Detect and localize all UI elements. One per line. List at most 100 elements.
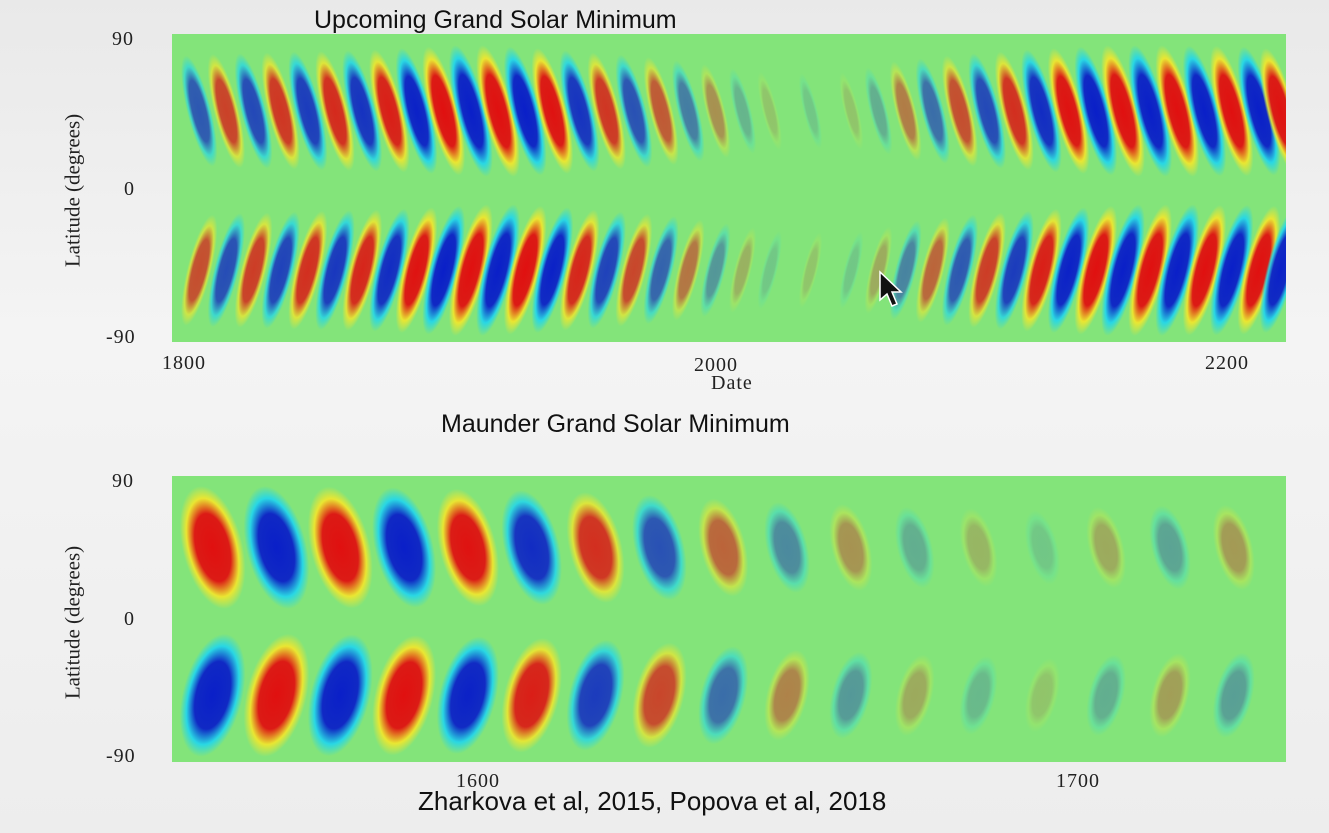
top-band-north-9: [422, 46, 466, 176]
heatmap-svg-bottom: [179, 486, 1255, 757]
bottom-band-north-5: [501, 490, 562, 605]
top-band-north-28: [968, 53, 1007, 169]
bottom-band-south-1: [243, 633, 310, 757]
bottom-band-south-11: [894, 654, 935, 736]
top-band-north-27: [941, 55, 979, 167]
y-tick-bottom-minus90: -90: [106, 745, 136, 767]
x-tick-bottom-1700: 1700: [1056, 770, 1100, 792]
bottom-band-south-4: [436, 636, 500, 754]
top-band-south-35: [1155, 204, 1200, 336]
y-axis-label-top: Latitude (degrees): [60, 113, 85, 268]
top-band-south-28: [968, 212, 1007, 328]
bottom-band-south-13: [1024, 658, 1060, 733]
top-band-south-4: [288, 210, 328, 330]
y-tick-top-minus90: -90: [106, 326, 136, 348]
top-band-south-34: [1128, 204, 1173, 336]
top-band-north-5: [315, 51, 355, 171]
top-band-north-10: [448, 45, 493, 177]
top-band-north-30: [1021, 49, 1062, 173]
bottom-band-north-13: [1024, 510, 1060, 585]
top-band-south-14: [559, 209, 600, 331]
bottom-band-south-15: [1149, 653, 1191, 738]
top-band-north-17: [643, 57, 679, 165]
top-band-south-36: [1182, 204, 1227, 336]
top-band-south-10: [448, 204, 493, 336]
top-band-north-38: [1237, 46, 1281, 176]
bottom-band-north-0: [179, 486, 246, 609]
y-tick-bottom-90: 90: [112, 470, 134, 492]
top-band-north-11: [476, 45, 520, 177]
top-band-north-12: [503, 46, 547, 176]
x-tick-top-1800: 1800: [162, 352, 206, 374]
top-band-south-38: [1237, 205, 1281, 335]
bottom-band-south-10: [829, 651, 873, 739]
bottom-band-north-16: [1212, 504, 1255, 591]
top-band-south-37: [1209, 204, 1254, 336]
bottom-band-south-14: [1086, 654, 1126, 736]
top-band-north-39: [1259, 48, 1286, 174]
top-band-south-39: [1259, 207, 1286, 334]
y-tick-bottom-0: 0: [124, 608, 135, 630]
top-band-north-31: [1047, 48, 1090, 174]
top-band-south-20: [729, 227, 757, 313]
top-band-north-36: [1182, 45, 1227, 177]
x-axis-label-top: Date: [711, 372, 753, 394]
bottom-band-north-1: [243, 486, 310, 609]
top-band-north-6: [342, 50, 383, 172]
top-band-north-16: [615, 54, 653, 168]
top-band-south-27: [941, 214, 979, 326]
bottom-band-north-3: [372, 487, 437, 608]
top-band-south-16: [615, 213, 653, 327]
bottom-band-south-7: [632, 642, 687, 748]
heatmap-panel-top: [172, 34, 1286, 342]
bottom-band-north-2: [307, 486, 373, 609]
bottom-band-south-0: [179, 633, 246, 757]
x-tick-top-2000: 2000: [694, 354, 738, 376]
bottom-band-south-5: [501, 637, 562, 753]
bottom-band-south-9: [764, 649, 810, 741]
bottom-band-north-7: [632, 494, 687, 601]
top-band-south-2: [234, 212, 273, 328]
top-band-south-6: [342, 209, 383, 331]
bottom-band-north-15: [1149, 505, 1191, 590]
top-band-north-34: [1128, 45, 1173, 177]
top-band-north-23: [839, 72, 864, 150]
y-tick-top-0: 0: [124, 178, 135, 200]
bottom-band-north-11: [894, 506, 935, 589]
top-band-north-32: [1074, 46, 1118, 176]
top-band-south-11: [476, 204, 520, 336]
bottom-band-north-12: [959, 508, 998, 587]
top-band-south-9: [422, 205, 466, 335]
top-band-south-24: [864, 226, 893, 314]
top-band-south-8: [395, 207, 438, 334]
top-band-south-26: [915, 217, 950, 323]
heatmap-panel-bottom: [172, 476, 1286, 762]
top-band-south-22: [798, 232, 823, 308]
top-band-north-19: [700, 64, 731, 158]
bottom-band-south-8: [698, 646, 749, 745]
bottom-band-north-6: [566, 492, 625, 603]
top-band-north-24: [864, 67, 893, 155]
top-band-south-12: [503, 205, 547, 335]
top-band-north-33: [1101, 45, 1145, 177]
top-band-south-23: [839, 231, 864, 309]
heatmap-svg-top: [181, 45, 1286, 336]
top-band-north-35: [1155, 45, 1200, 177]
top-band-north-37: [1209, 45, 1254, 177]
y-tick-top-90: 90: [112, 28, 134, 50]
top-band-north-4: [288, 51, 328, 171]
top-band-south-32: [1074, 205, 1118, 335]
bottom-band-south-2: [307, 634, 373, 757]
top-band-north-15: [587, 52, 626, 170]
top-band-south-3: [261, 211, 300, 329]
bottom-band-north-9: [764, 502, 810, 593]
top-band-south-33: [1101, 204, 1145, 336]
top-band-south-0: [181, 214, 218, 326]
top-band-north-13: [531, 48, 574, 174]
bottom-band-south-12: [959, 655, 998, 735]
bottom-band-south-16: [1212, 652, 1255, 738]
y-axis-label-bottom: Latitude (degrees): [60, 545, 85, 700]
top-band-north-22: [798, 73, 823, 149]
top-band-north-2: [234, 53, 273, 169]
top-band-south-7: [369, 208, 410, 332]
